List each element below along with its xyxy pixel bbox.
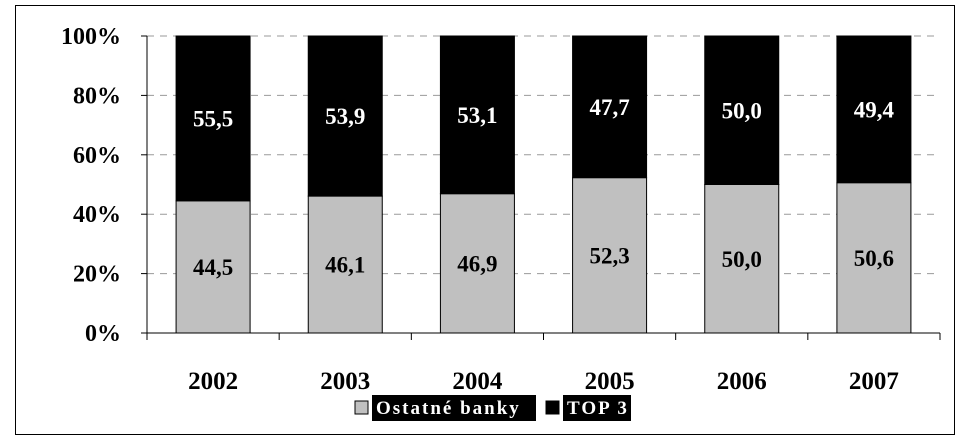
bar-top3 (704, 35, 780, 185)
bar-other-banks (704, 184, 780, 334)
bar-other-banks (439, 193, 515, 334)
x-tick-label: 2004 (452, 368, 503, 395)
x-tick-label: 2006 (717, 368, 767, 395)
legend-label: Ostatné banky (376, 398, 521, 419)
stacked-bar-chart: 0% 20% 40% 60% 80% 100% 44,5 55,5 2002 46,1 53,9 20… (61, 24, 941, 421)
data-label: 53,1 (457, 103, 497, 128)
data-label: 50,0 (722, 247, 762, 272)
bar-top3 (836, 35, 912, 184)
y-tick-label: 40% (73, 202, 121, 228)
y-tick-label: 100% (61, 24, 121, 50)
bar-other-banks (307, 195, 383, 334)
x-tick-label: 2002 (188, 368, 238, 395)
bar-top3 (175, 35, 251, 202)
data-label: 50,6 (854, 246, 894, 271)
data-label: 55,5 (193, 106, 233, 131)
legend-swatch (545, 400, 560, 415)
data-label: 53,9 (325, 104, 365, 129)
x-tick-label: 2003 (320, 368, 370, 395)
bar-other-banks (175, 200, 251, 334)
x-tick-label: 2005 (585, 368, 635, 395)
y-tick-label: 60% (73, 143, 121, 169)
data-label: 47,7 (589, 95, 629, 120)
legend-label-bg (563, 395, 631, 421)
bar-other-banks (572, 177, 648, 334)
x-tick-label: 2007 (849, 368, 899, 395)
data-label: 52,3 (589, 243, 629, 268)
data-label: 50,0 (722, 98, 762, 123)
data-label: 49,4 (854, 97, 895, 122)
bar-top3 (572, 35, 648, 179)
bar-other-banks (836, 182, 912, 334)
data-label: 44,5 (193, 255, 233, 280)
y-tick-label: 20% (73, 262, 121, 288)
y-tick-label: 80% (73, 83, 121, 109)
data-label: 46,9 (457, 251, 497, 276)
data-label: 46,1 (325, 253, 365, 278)
bar-top3 (307, 35, 383, 197)
bar-top3 (439, 35, 515, 195)
legend-label: TOP 3 (567, 398, 629, 419)
legend-label-bg (372, 395, 536, 421)
y-tick-label: 0% (85, 321, 121, 347)
legend-swatch (354, 400, 369, 415)
